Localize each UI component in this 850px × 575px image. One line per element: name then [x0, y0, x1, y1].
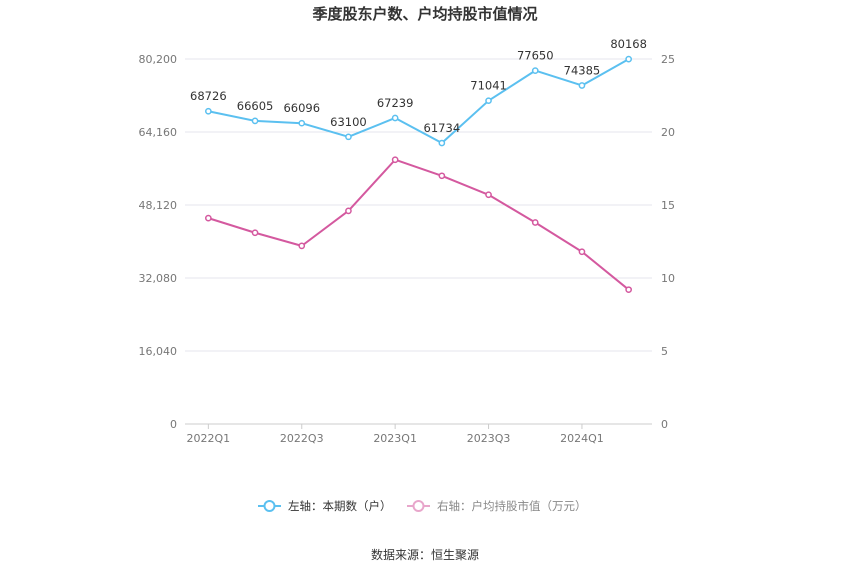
series-line-households: [208, 58, 630, 145]
x-axis-tick-label: 2023Q3: [467, 432, 511, 445]
point-households: [578, 82, 586, 89]
data-label: 77650: [517, 49, 554, 63]
x-axis-tick-label: 2024Q1: [560, 432, 604, 445]
series-lines: [208, 58, 630, 291]
legend-marker-blue: [263, 500, 276, 512]
point-households: [345, 133, 352, 141]
data-label: 66096: [283, 101, 320, 115]
axes: 0 0 16,040 5 32,080 10 48,120 15 64,160 20 80,200 2…: [139, 53, 676, 445]
left-axis-tick: 48,120: [139, 199, 178, 212]
left-axis-tick: 0: [170, 418, 177, 431]
point-households: [391, 114, 399, 122]
point-avg-value: [345, 207, 352, 215]
series-points: [205, 55, 633, 294]
chart-title: 季度股东户数、户均持股市值情况: [312, 5, 537, 23]
x-axis-tick-label: 2022Q3: [280, 432, 324, 445]
right-axis-tick: 25: [661, 53, 675, 66]
point-avg-value: [298, 242, 306, 250]
data-label: 61734: [424, 121, 461, 135]
data-labels: 68726 66605 66096 63100 67239 61734 71041 77650…: [190, 37, 647, 135]
x-axis-tick-label: 2022Q1: [187, 432, 231, 445]
legend-label-left: 左轴：本期数（户）: [288, 499, 392, 513]
grid-lines: [185, 58, 652, 352]
data-source: 数据来源：恒生聚源: [371, 547, 479, 562]
legend-marker-pink: [412, 500, 425, 512]
right-axis-tick: 0: [661, 418, 668, 431]
point-households: [625, 55, 633, 63]
point-households: [438, 139, 446, 147]
point-avg-value: [205, 214, 212, 222]
point-avg-value: [391, 156, 399, 164]
left-axis-tick: 64,160: [139, 126, 178, 139]
data-label: 74385: [564, 63, 601, 77]
x-axis-tick-label: 2023Q1: [373, 432, 417, 445]
point-households: [298, 119, 306, 127]
data-label: 66605: [237, 99, 274, 113]
series-line-avg-value: [208, 158, 630, 291]
point-households: [531, 67, 539, 74]
point-households: [251, 117, 259, 125]
point-avg-value: [578, 248, 586, 256]
data-label: 71041: [470, 79, 507, 93]
legend-label-right: 右轴：户均持股市值（万元）: [437, 499, 587, 513]
point-avg-value: [625, 286, 633, 294]
data-label: 80168: [610, 37, 647, 51]
left-axis-tick: 80,200: [139, 53, 178, 66]
legend-item-left-series[interactable]: 左轴：本期数（户）: [258, 499, 392, 513]
legend-item-right-series[interactable]: 右轴：户均持股市值（万元）: [407, 499, 587, 513]
right-axis-tick: 5: [661, 345, 668, 358]
data-label: 68726: [190, 89, 227, 103]
right-axis-tick: 15: [661, 199, 675, 212]
data-label: 67239: [377, 96, 414, 110]
point-avg-value: [438, 172, 446, 180]
point-households: [205, 107, 212, 115]
legend[interactable]: 左轴：本期数（户） 右轴：户均持股市值（万元）: [258, 499, 587, 513]
right-axis-tick: 20: [661, 126, 675, 139]
point-avg-value: [251, 229, 259, 237]
right-axis-tick: 10: [661, 272, 675, 285]
point-avg-value: [485, 191, 492, 199]
left-axis-tick: 32,080: [139, 272, 178, 285]
point-households: [485, 97, 492, 105]
point-avg-value: [531, 219, 539, 226]
data-label: 63100: [330, 115, 367, 129]
left-axis-tick: 16,040: [139, 345, 178, 358]
